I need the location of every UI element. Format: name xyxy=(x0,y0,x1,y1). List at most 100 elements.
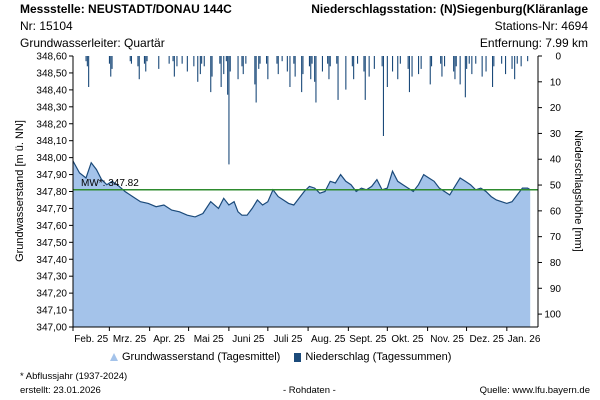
x-tick-label: Okt. 25 xyxy=(391,334,424,345)
precip-bar xyxy=(219,56,221,64)
y2-tick-label: 60 xyxy=(550,206,562,217)
precip-bar xyxy=(289,56,291,87)
y-tick-label: 347,80 xyxy=(36,187,67,198)
x-tick-label: Mrz. 25 xyxy=(113,334,147,345)
precip-bar xyxy=(143,56,145,64)
precip-bar xyxy=(310,56,312,80)
precip-bar xyxy=(276,56,278,64)
precip-bar xyxy=(505,56,507,75)
y-tick-label: 348,00 xyxy=(36,153,67,164)
precip-bar xyxy=(146,56,148,62)
precip-bar xyxy=(418,56,420,75)
legend-precip-swatch xyxy=(294,352,302,362)
precip-bar xyxy=(420,56,422,69)
y-tick-label: 347,20 xyxy=(36,289,67,300)
precip-bar xyxy=(397,56,399,80)
y2-tick-label: 50 xyxy=(550,181,562,192)
legend-area-swatch xyxy=(110,353,118,361)
precip-bar xyxy=(516,56,518,64)
y-tick-label: 348,60 xyxy=(36,52,67,63)
messstelle-nr: Nr: 15104 xyxy=(20,19,73,33)
precip-bar xyxy=(237,56,239,80)
abflussjahr-note: * Abflussjahr (1937-2024) xyxy=(20,371,128,382)
grundwasserleiter: Grundwasserleiter: Quartär xyxy=(20,36,165,50)
y2-tick-label: 40 xyxy=(550,155,562,166)
precip-bar xyxy=(382,56,384,136)
y-tick-label: 348,30 xyxy=(36,102,67,113)
precip-bar xyxy=(440,56,442,64)
precip-bar xyxy=(199,56,201,75)
precip-bar xyxy=(277,56,279,75)
precip-bar xyxy=(245,56,247,64)
x-tick-label: Feb. 25 xyxy=(74,334,108,345)
mw-label: MW*: 347.82 xyxy=(81,178,139,189)
y-tick-label: 347,50 xyxy=(36,238,67,249)
y-tick-label: 348,40 xyxy=(36,85,67,96)
y-tick-label: 347,30 xyxy=(36,272,67,283)
precip-bar xyxy=(514,56,516,80)
y-tick-label: 347,90 xyxy=(36,170,67,181)
precip-bar xyxy=(176,56,178,67)
precip-bar xyxy=(357,56,359,64)
precip-bar xyxy=(520,56,522,67)
precip-bar xyxy=(108,56,110,64)
y-tick-label: 347,40 xyxy=(36,255,67,266)
x-tick-label: Apr. 25 xyxy=(153,334,185,345)
precip-bar xyxy=(455,56,457,67)
y2-tick-label: 70 xyxy=(550,232,562,243)
precip-bar xyxy=(266,56,268,64)
precip-bar xyxy=(293,56,295,64)
y-tick-label: 347,00 xyxy=(36,323,67,334)
precip-bar xyxy=(281,56,283,62)
precip-bar xyxy=(363,56,365,72)
y2-tick-label: 30 xyxy=(550,129,562,140)
source-link[interactable]: Quelle: www.lfu.bayern.de xyxy=(479,385,590,396)
niederschlagsstation-title: Niederschlagsstation: (N)Siegenburg(Klär… xyxy=(311,2,588,16)
precip-bar xyxy=(88,56,90,87)
y2-tick-label: 80 xyxy=(550,258,562,269)
precip-bar xyxy=(242,56,244,75)
y-tick-label: 347,60 xyxy=(36,221,67,232)
precip-bar xyxy=(223,56,225,75)
precip-bar xyxy=(228,56,230,165)
precip-bar xyxy=(137,56,139,67)
precip-bar xyxy=(485,56,487,72)
precip-bar xyxy=(368,56,370,77)
precip-bar xyxy=(441,56,443,77)
y2-tick-label: 0 xyxy=(555,52,561,63)
y2-tick-label: 90 xyxy=(550,284,562,295)
messstelle-title: Messstelle: NEUSTADT/DONAU 144C xyxy=(20,2,232,16)
precip-bar xyxy=(203,56,205,67)
precip-bar xyxy=(444,56,446,67)
precip-bar xyxy=(315,56,317,103)
precipitation-bars xyxy=(85,56,529,165)
precip-bar xyxy=(111,56,113,69)
precip-bar xyxy=(138,56,140,80)
precip-bar xyxy=(301,56,303,93)
precip-bar xyxy=(407,56,409,69)
x-tick-label: Dez. 25 xyxy=(469,334,504,345)
precip-bar xyxy=(431,56,433,67)
precip-bar xyxy=(227,56,229,95)
y-axis-label: Grundwasserstand [m ü. NN] xyxy=(14,120,26,262)
precip-bar xyxy=(501,56,503,64)
entfernung: Entfernung: 7.99 km xyxy=(479,36,588,50)
precip-bar xyxy=(129,56,131,62)
precip-bar xyxy=(172,56,174,62)
precip-bar xyxy=(527,56,529,62)
precip-bar xyxy=(408,56,410,93)
y-tick-label: 347,10 xyxy=(36,306,67,317)
precip-bar xyxy=(373,56,375,69)
precip-bar xyxy=(302,56,304,75)
precip-bar xyxy=(329,56,331,67)
precip-bar xyxy=(220,56,222,87)
precip-bar xyxy=(351,56,353,67)
legend-groundwater: Grundwasserstand (Tagesmittel) xyxy=(122,351,281,363)
precip-bar xyxy=(336,56,338,64)
y2-axis-label: Niederschlagshöhe [mm] xyxy=(572,130,584,252)
precip-bar xyxy=(255,56,257,103)
precip-bar xyxy=(168,56,170,64)
precip-bar xyxy=(259,56,261,64)
x-tick-label: Juli 25 xyxy=(274,334,303,345)
